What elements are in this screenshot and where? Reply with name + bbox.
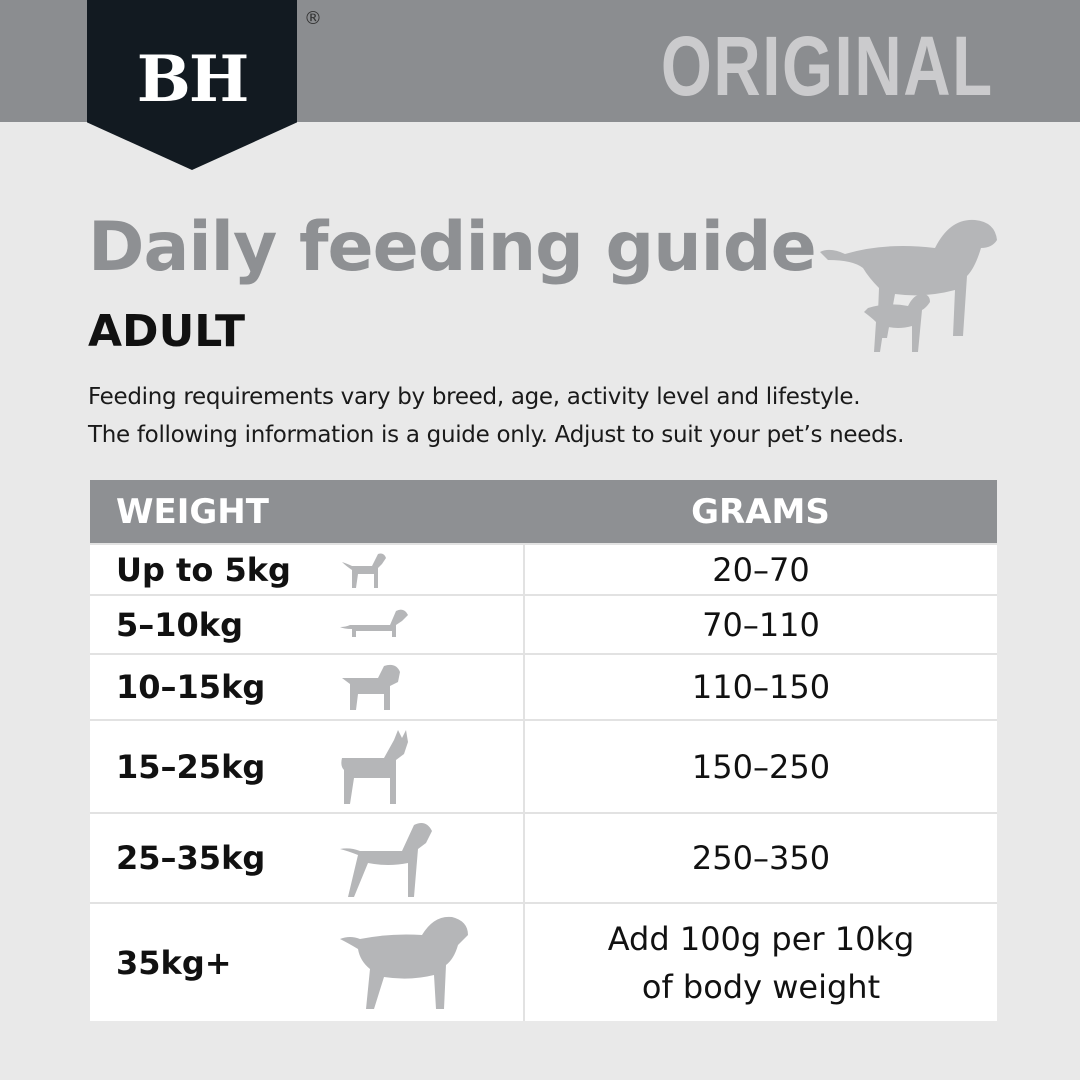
- weight-cell: 15–25kg: [116, 747, 266, 786]
- weight-cell: Up to 5kg: [116, 550, 291, 589]
- grams-cell: 250–350: [524, 812, 997, 903]
- page-subtitle: ADULT: [88, 306, 246, 357]
- feeding-description: Feeding requirements vary by breed, age,…: [88, 378, 904, 454]
- feeding-table: WEIGHT GRAMS Up to 5kg 20–70 5–10kg 70–1…: [90, 480, 997, 1021]
- weight-cell: 5–10kg: [116, 605, 243, 644]
- grams-cell: 70–110: [524, 594, 997, 654]
- grams-header: GRAMS: [524, 480, 997, 544]
- grams-cell: 20–70: [524, 543, 997, 595]
- grams-cell-line2: of body weight: [641, 967, 881, 1006]
- grams-cell: 150–250: [524, 719, 997, 813]
- brand-logo: BH: [87, 0, 297, 170]
- terrier-icon: [341, 729, 408, 804]
- bulldog-icon: [342, 664, 400, 710]
- table-row: 25–35kg 250–350: [90, 812, 997, 903]
- dachshund-icon: [340, 609, 408, 637]
- grams-cell: Add 100g per 10kg: [607, 919, 915, 958]
- table-header-row: WEIGHT GRAMS: [90, 480, 997, 544]
- grams-cell: 110–150: [524, 653, 997, 720]
- table-row: 35kg+ Add 100g per 10kg of body weight: [90, 902, 997, 1021]
- dogs-hero-icon: [820, 212, 1000, 356]
- pointer-dog-icon: [340, 823, 432, 897]
- table-row: 10–15kg 110–150: [90, 653, 997, 720]
- registered-mark: ®: [304, 8, 322, 29]
- table-row: 15–25kg 150–250: [90, 719, 997, 813]
- weight-cell: 35kg+: [116, 943, 232, 982]
- mastiff-icon: [340, 916, 468, 1009]
- table-row: Up to 5kg 20–70: [90, 543, 997, 595]
- variant-label: ORIGINAL: [661, 19, 994, 113]
- description-line: Feeding requirements vary by breed, age,…: [88, 384, 861, 410]
- logo-text: BH: [136, 42, 250, 117]
- weight-cell: 25–35kg: [116, 839, 266, 877]
- weight-cell: 10–15kg: [116, 668, 266, 706]
- page-title: Daily feeding guide: [88, 208, 817, 287]
- table-row: 5–10kg 70–110: [90, 594, 997, 654]
- small-dog-icon: [342, 553, 386, 588]
- weight-header: WEIGHT: [90, 480, 524, 544]
- description-line: The following information is a guide onl…: [88, 422, 905, 448]
